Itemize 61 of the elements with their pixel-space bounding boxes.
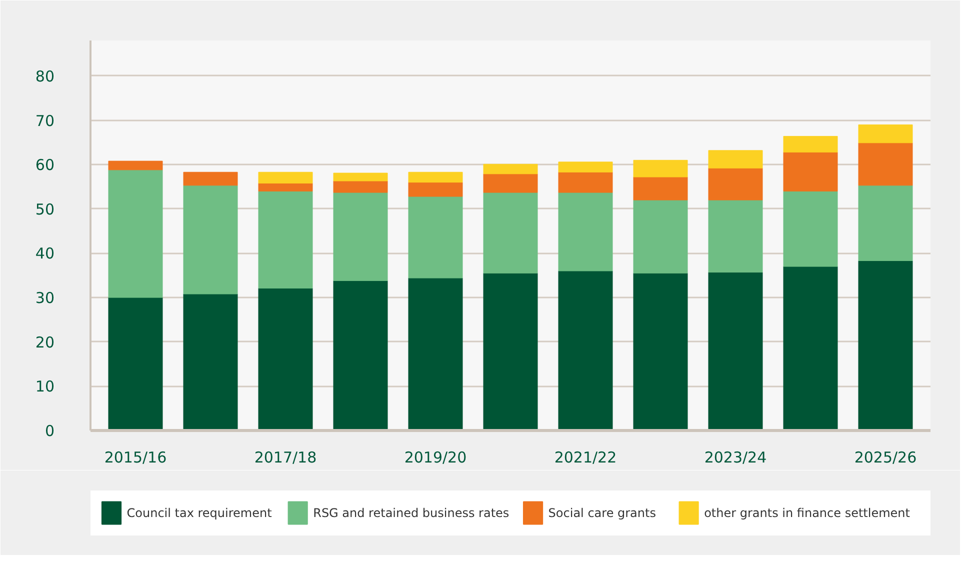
bar — [258, 182, 313, 192]
bar — [483, 192, 538, 274]
bar — [408, 196, 463, 278]
bar — [708, 272, 763, 430]
y-tick-label: 50 — [35, 200, 55, 218]
bar — [408, 278, 463, 430]
bar — [633, 272, 688, 430]
bar — [483, 174, 538, 193]
bar — [558, 270, 613, 430]
bar — [333, 180, 388, 193]
bar — [183, 185, 238, 294]
bar — [258, 172, 313, 184]
legend-label: Social care grants — [548, 506, 656, 520]
x-tick-label: 2025/26 — [854, 448, 917, 466]
bar — [858, 142, 913, 186]
y-tick-label: 80 — [35, 67, 55, 86]
y-tick-label: 20 — [35, 333, 55, 352]
bar — [333, 172, 388, 182]
bar — [108, 170, 163, 298]
bar — [858, 260, 913, 430]
legend-label: Council tax requirement — [126, 506, 272, 520]
bar — [408, 182, 463, 197]
bar — [783, 266, 838, 430]
bar — [708, 168, 763, 200]
y-tick-label: 0 — [44, 422, 55, 440]
bar — [783, 190, 838, 267]
bar — [483, 272, 538, 430]
y-tick-label: 10 — [35, 378, 55, 396]
bar — [633, 176, 688, 200]
bar — [783, 152, 838, 192]
bar — [183, 172, 238, 186]
y-tick-label: 70 — [35, 112, 55, 130]
bar — [783, 136, 838, 152]
bar — [558, 162, 613, 172]
bar — [258, 288, 313, 430]
bar — [258, 190, 313, 288]
bar — [108, 297, 163, 430]
y-tick-label: 60 — [35, 156, 55, 174]
bar — [708, 200, 763, 273]
bar — [858, 185, 913, 262]
bar — [333, 280, 388, 430]
bar — [633, 160, 688, 178]
bar — [858, 124, 913, 144]
bar — [633, 200, 688, 274]
bar — [108, 160, 163, 170]
bar — [408, 172, 463, 183]
x-tick-label: 2019/20 — [404, 448, 467, 466]
bar — [558, 192, 613, 272]
bar — [483, 164, 538, 174]
legend-label: RSG and retained business rates — [313, 506, 510, 520]
y-tick-label: 30 — [35, 289, 55, 308]
x-tick-label: 2015/16 — [104, 448, 167, 466]
bar — [708, 150, 763, 168]
x-tick-label: 2023/24 — [704, 448, 767, 466]
x-tick-label: 2017/18 — [254, 448, 317, 466]
bar — [558, 172, 613, 193]
legend-label: other grants in finance settlement — [704, 506, 910, 520]
bar — [183, 294, 238, 430]
x-tick-label: 2021/22 — [554, 448, 617, 466]
y-tick-label: 40 — [35, 244, 55, 263]
bar — [333, 192, 388, 281]
